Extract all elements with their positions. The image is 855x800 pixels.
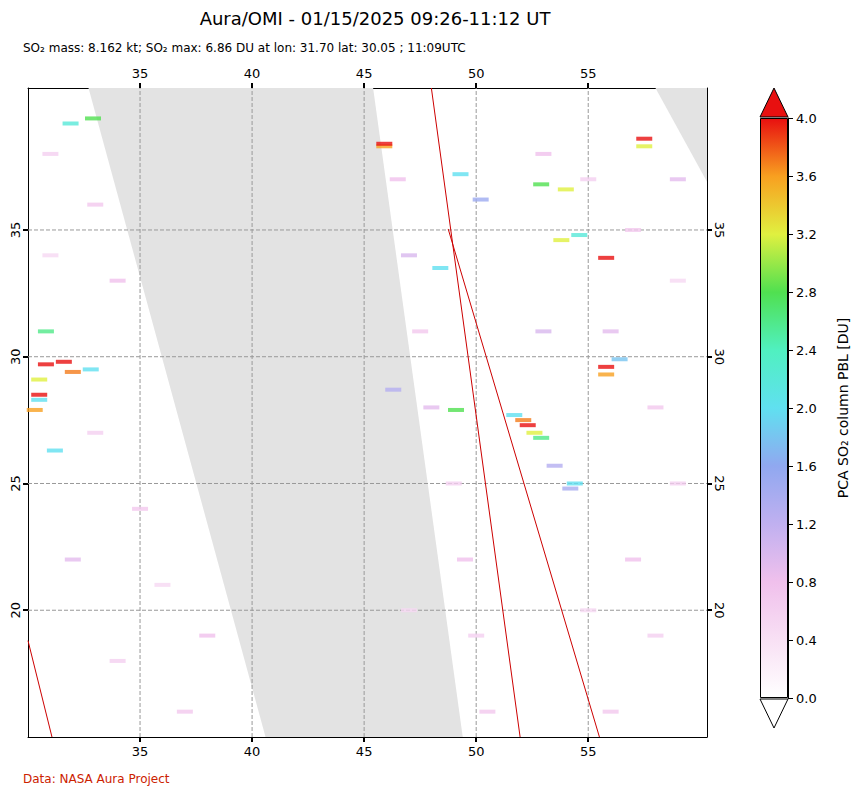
- svg-text:2.8: 2.8: [796, 285, 817, 300]
- svg-text:Data: NASA Aura Project: Data: NASA Aura Project: [23, 772, 170, 786]
- svg-text:SO₂ mass: 8.162 kt; SO₂ max: 6: SO₂ mass: 8.162 kt; SO₂ max: 6.86 DU at …: [23, 41, 466, 55]
- svg-text:0.0: 0.0: [796, 691, 817, 706]
- svg-text:55: 55: [580, 66, 597, 81]
- svg-text:1.2: 1.2: [796, 517, 817, 532]
- svg-text:35: 35: [8, 222, 23, 239]
- svg-text:0.4: 0.4: [796, 633, 817, 648]
- svg-text:Aura/OMI - 01/15/2025 09:26-11: Aura/OMI - 01/15/2025 09:26-11:12 UT: [200, 8, 552, 29]
- svg-text:50: 50: [468, 744, 485, 759]
- svg-text:4.0: 4.0: [796, 111, 817, 126]
- svg-text:30: 30: [712, 348, 727, 365]
- svg-text:2.4: 2.4: [796, 343, 817, 358]
- svg-text:20: 20: [712, 602, 727, 619]
- svg-text:35: 35: [132, 66, 149, 81]
- svg-text:3.6: 3.6: [796, 169, 817, 184]
- svg-text:35: 35: [132, 744, 149, 759]
- svg-text:25: 25: [8, 475, 23, 492]
- svg-text:45: 45: [356, 66, 373, 81]
- svg-text:30: 30: [8, 348, 23, 365]
- svg-text:40: 40: [244, 66, 261, 81]
- svg-text:45: 45: [356, 744, 373, 759]
- svg-text:50: 50: [468, 66, 485, 81]
- svg-text:1.6: 1.6: [796, 459, 817, 474]
- svg-text:35: 35: [712, 222, 727, 239]
- svg-text:55: 55: [580, 744, 597, 759]
- svg-text:40: 40: [244, 744, 261, 759]
- svg-text:3.2: 3.2: [796, 227, 817, 242]
- svg-text:PCA SO₂ column PBL [DU]: PCA SO₂ column PBL [DU]: [835, 318, 851, 498]
- svg-text:2.0: 2.0: [796, 401, 817, 416]
- svg-text:20: 20: [8, 602, 23, 619]
- svg-text:25: 25: [712, 475, 727, 492]
- svg-text:0.8: 0.8: [796, 575, 817, 590]
